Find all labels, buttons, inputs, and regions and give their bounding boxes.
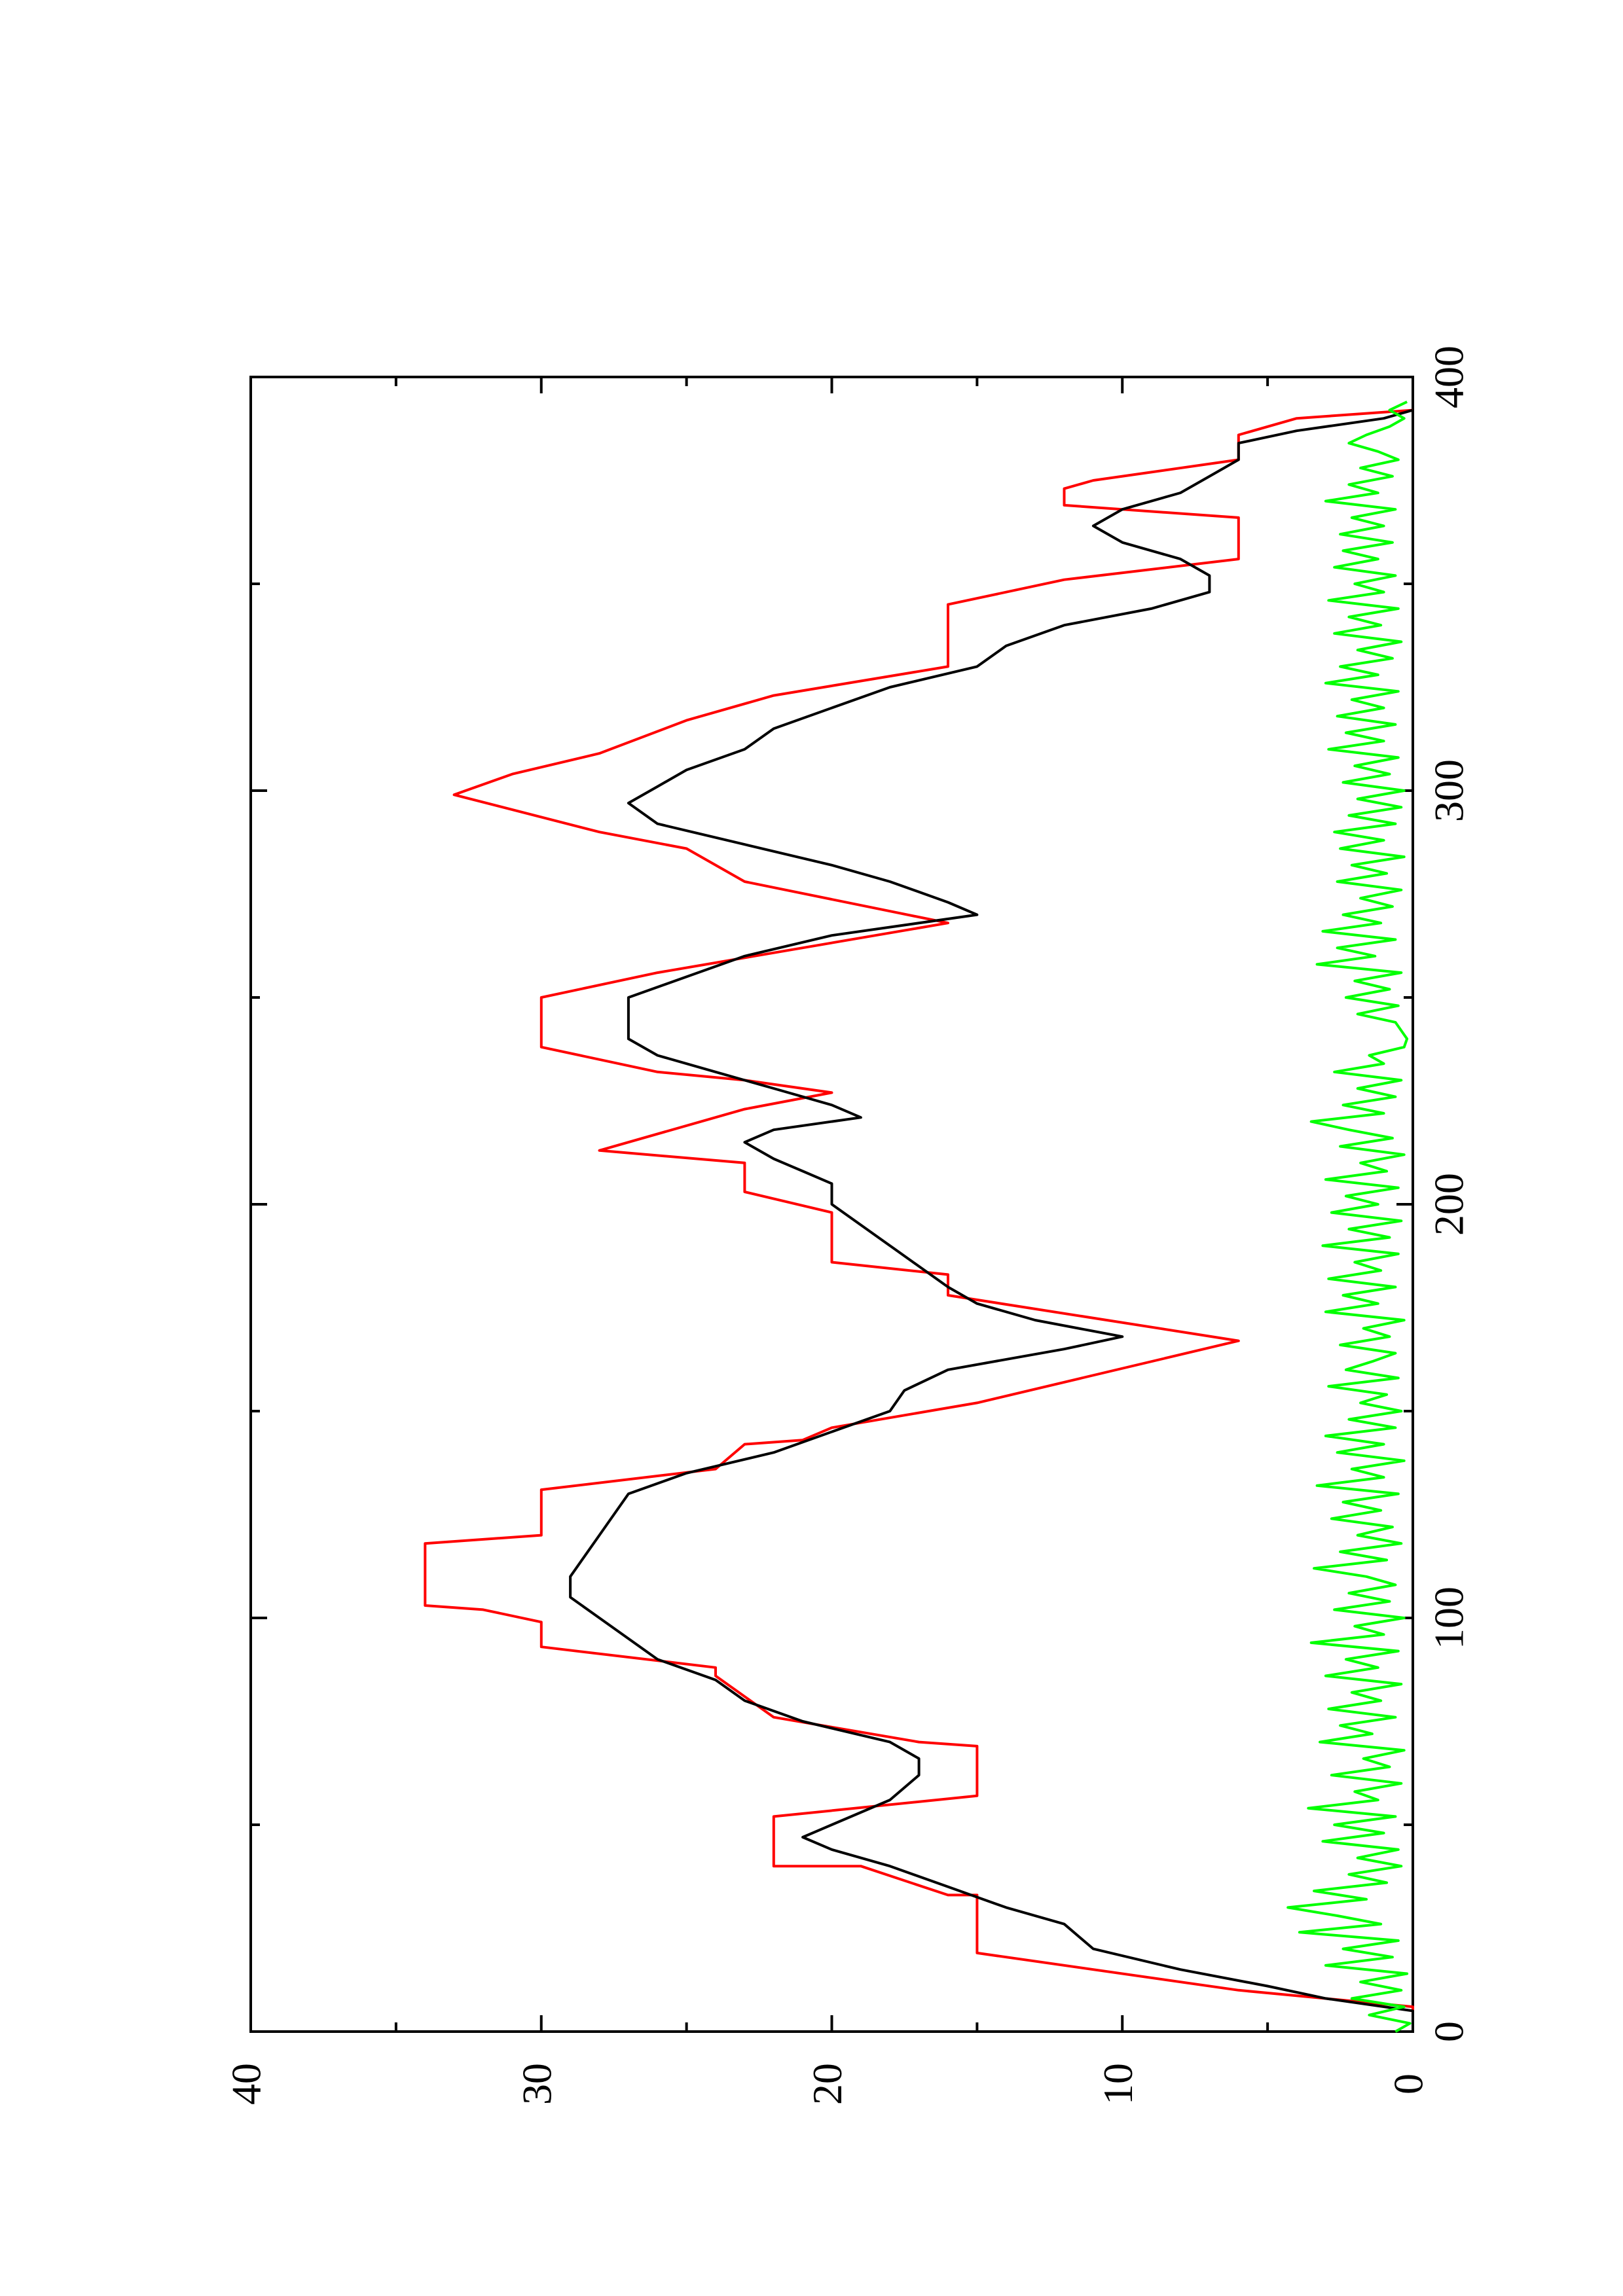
y-tick-label: 0 xyxy=(1385,2073,1432,2094)
x-tick-label: 400 xyxy=(1426,346,1472,408)
series-green-line xyxy=(1286,401,1412,2033)
series-red-line xyxy=(424,408,1414,2032)
y-tick-label: 10 xyxy=(1095,2063,1141,2105)
y-tick-label: 30 xyxy=(513,2063,560,2105)
x-tick-label: 0 xyxy=(1426,2021,1472,2042)
x-tick-label: 300 xyxy=(1426,759,1472,822)
x-tick-label: 200 xyxy=(1426,1173,1472,1236)
x-tick-label: 100 xyxy=(1426,1587,1472,1649)
series-black-line xyxy=(569,408,1414,2032)
y-tick-label: 40 xyxy=(223,2063,270,2105)
plot-area: 0 100 200 300 400 0 10 20 30 40 xyxy=(223,346,1472,2105)
y-tick-label: 20 xyxy=(804,2063,850,2105)
